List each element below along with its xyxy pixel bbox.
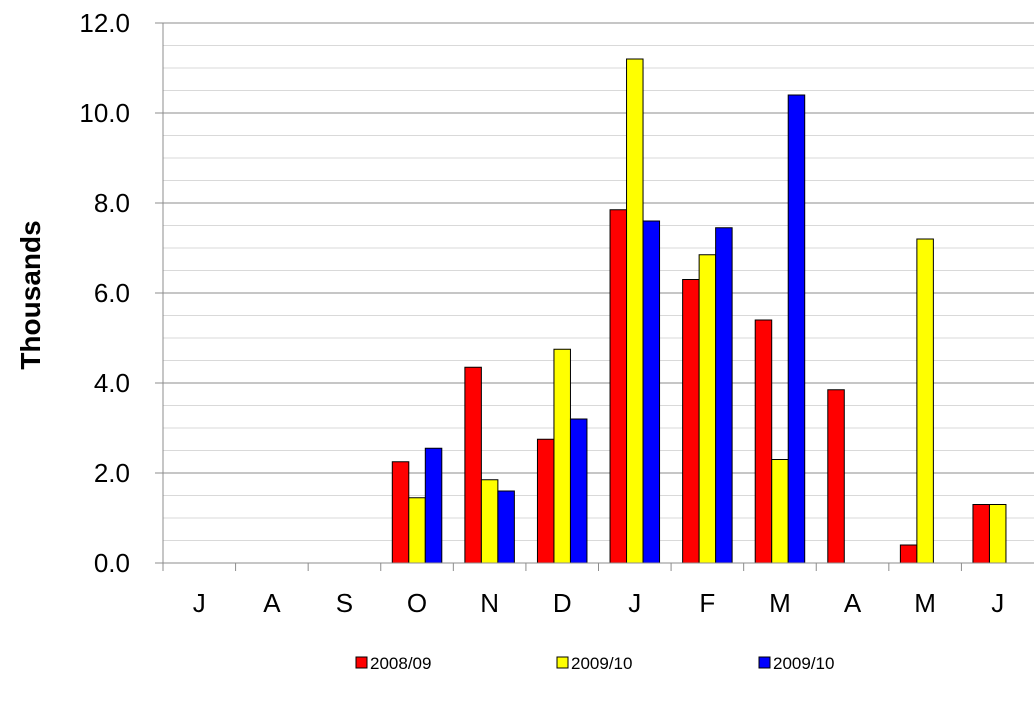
bar (715, 227, 733, 564)
bar (754, 319, 773, 564)
bar (787, 94, 806, 564)
x-tick-label: O (407, 588, 427, 618)
y-axis-label: Thousands (15, 220, 46, 369)
legend-label: 2009/10 (773, 654, 834, 673)
bar (553, 348, 571, 564)
bar (682, 279, 700, 564)
y-tick-label: 12.0 (79, 8, 130, 38)
bar (988, 504, 1007, 564)
y-tick-label: 2.0 (94, 458, 130, 488)
bar (771, 459, 789, 564)
bars (391, 58, 1007, 564)
legend-entry: 2008/09 (355, 654, 431, 673)
x-tick-label: J (193, 588, 206, 618)
bar (464, 366, 482, 564)
y-tick-label: 0.0 (94, 548, 130, 578)
x-tick-label: A (263, 588, 281, 618)
legend-label: 2008/09 (370, 654, 431, 673)
legend-swatch (355, 656, 368, 669)
y-tick-label: 8.0 (94, 188, 130, 218)
legend: 2008/09 2009/10 2009/10 (355, 654, 834, 673)
bar (536, 438, 555, 564)
bar (497, 490, 515, 564)
legend-entry: 2009/10 (758, 654, 834, 673)
bar (569, 418, 588, 564)
x-tick-label: M (769, 588, 791, 618)
x-tick-label: J (628, 588, 641, 618)
bar (626, 58, 644, 564)
bar (480, 479, 499, 564)
bar (972, 504, 990, 564)
bar (424, 447, 443, 564)
bar (408, 497, 426, 564)
x-tick-label: M (914, 588, 936, 618)
gridlines (163, 22, 1034, 541)
y-tick-label: 6.0 (94, 278, 130, 308)
y-tick-label: 10.0 (79, 98, 130, 128)
bar (698, 254, 717, 564)
legend-swatch (758, 656, 771, 669)
legend-swatch (556, 656, 569, 669)
bar (916, 238, 934, 564)
bar (609, 209, 628, 564)
axes (155, 22, 1034, 571)
legend-label: 2009/10 (571, 654, 632, 673)
y-tick-labels: 0.0 2.0 4.0 6.0 8.0 10.0 12.0 (79, 8, 130, 578)
x-tick-label: N (480, 588, 499, 618)
y-tick-label: 4.0 (94, 368, 130, 398)
x-tick-label: A (844, 588, 862, 618)
bar (827, 389, 845, 564)
x-tick-label: F (699, 588, 715, 618)
x-tick-label: S (336, 588, 353, 618)
x-tick-label: D (553, 588, 572, 618)
bar (391, 461, 410, 564)
legend-entry: 2009/10 (556, 654, 632, 673)
x-tick-label: J (991, 588, 1004, 618)
bar (642, 220, 661, 564)
bar (899, 544, 918, 564)
